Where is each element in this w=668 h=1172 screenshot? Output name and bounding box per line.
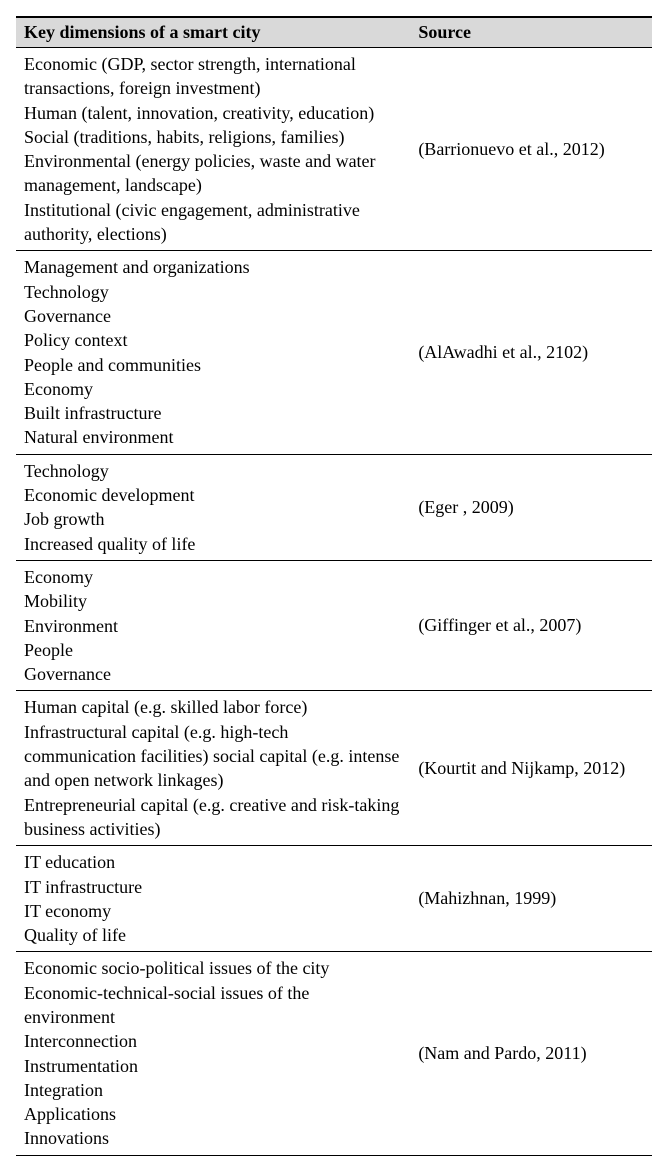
- dimensions-table: Key dimensions of a smart city Source Ec…: [16, 16, 652, 1156]
- cell-dimensions: Management and organizationsTechnologyGo…: [16, 251, 410, 454]
- dimension-item: Technology: [24, 459, 402, 483]
- header-dimensions: Key dimensions of a smart city: [16, 17, 410, 48]
- cell-source: (Mahizhnan, 1999): [410, 846, 652, 952]
- dimension-item: Mobility: [24, 589, 402, 613]
- dimension-item: Economy: [24, 377, 402, 401]
- cell-source: (Nam and Pardo, 2011): [410, 952, 652, 1155]
- dimension-item: Applications: [24, 1102, 402, 1126]
- cell-dimensions: Human capital (e.g. skilled labor force)…: [16, 691, 410, 846]
- dimension-item: Human (talent, innovation, creativity, e…: [24, 101, 402, 125]
- dimension-item: Natural environment: [24, 425, 402, 449]
- table-header-row: Key dimensions of a smart city Source: [16, 17, 652, 48]
- table-row: Economic (GDP, sector strength, internat…: [16, 48, 652, 251]
- cell-source: (Giffinger et al., 2007): [410, 560, 652, 690]
- cell-dimensions: Economic (GDP, sector strength, internat…: [16, 48, 410, 251]
- cell-dimensions: EconomyMobilityEnvironmentPeopleGovernan…: [16, 560, 410, 690]
- dimension-item: Management and organizations: [24, 255, 402, 279]
- dimension-item: Quality of life: [24, 923, 402, 947]
- cell-dimensions: IT educationIT infrastructureIT economyQ…: [16, 846, 410, 952]
- cell-source: (AlAwadhi et al., 2102): [410, 251, 652, 454]
- dimension-item: Economy: [24, 565, 402, 589]
- dimension-item: Institutional (civic engagement, adminis…: [24, 198, 402, 247]
- dimension-item: IT infrastructure: [24, 875, 402, 899]
- cell-source: (Kourtit and Nijkamp, 2012): [410, 691, 652, 846]
- dimension-item: Integration: [24, 1078, 402, 1102]
- dimension-item: Built infrastructure: [24, 401, 402, 425]
- table-row: Management and organizationsTechnologyGo…: [16, 251, 652, 454]
- dimension-item: Economic-technical-social issues of the …: [24, 981, 402, 1030]
- dimension-item: People and communities: [24, 353, 402, 377]
- dimension-item: Interconnection: [24, 1029, 402, 1053]
- dimension-item: Economic development: [24, 483, 402, 507]
- dimension-item: IT economy: [24, 899, 402, 923]
- table-row: IT educationIT infrastructureIT economyQ…: [16, 846, 652, 952]
- dimension-item: Instrumentation: [24, 1054, 402, 1078]
- header-source: Source: [410, 17, 652, 48]
- dimension-item: Economic socio-political issues of the c…: [24, 956, 402, 980]
- dimension-item: Environmental (energy policies, waste an…: [24, 149, 402, 198]
- dimension-item: Governance: [24, 662, 402, 686]
- cell-source: (Eger , 2009): [410, 454, 652, 560]
- table-row: Economic socio-political issues of the c…: [16, 952, 652, 1155]
- dimension-item: Entrepreneurial capital (e.g. creative a…: [24, 793, 402, 842]
- table-row: Human capital (e.g. skilled labor force)…: [16, 691, 652, 846]
- dimension-item: Policy context: [24, 328, 402, 352]
- dimension-item: People: [24, 638, 402, 662]
- dimension-item: Economic (GDP, sector strength, internat…: [24, 52, 402, 101]
- cell-dimensions: Economic socio-political issues of the c…: [16, 952, 410, 1155]
- cell-dimensions: TechnologyEconomic developmentJob growth…: [16, 454, 410, 560]
- table-row: EconomyMobilityEnvironmentPeopleGovernan…: [16, 560, 652, 690]
- dimension-item: Job growth: [24, 507, 402, 531]
- dimension-item: Social (traditions, habits, religions, f…: [24, 125, 402, 149]
- dimension-item: Environment: [24, 614, 402, 638]
- dimension-item: Innovations: [24, 1126, 402, 1150]
- dimension-item: Human capital (e.g. skilled labor force): [24, 695, 402, 719]
- dimension-item: Infrastructural capital (e.g. high-tech …: [24, 720, 402, 793]
- dimension-item: Increased quality of life: [24, 532, 402, 556]
- dimension-item: Technology: [24, 280, 402, 304]
- table-row: TechnologyEconomic developmentJob growth…: [16, 454, 652, 560]
- cell-source: (Barrionuevo et al., 2012): [410, 48, 652, 251]
- dimension-item: IT education: [24, 850, 402, 874]
- dimension-item: Governance: [24, 304, 402, 328]
